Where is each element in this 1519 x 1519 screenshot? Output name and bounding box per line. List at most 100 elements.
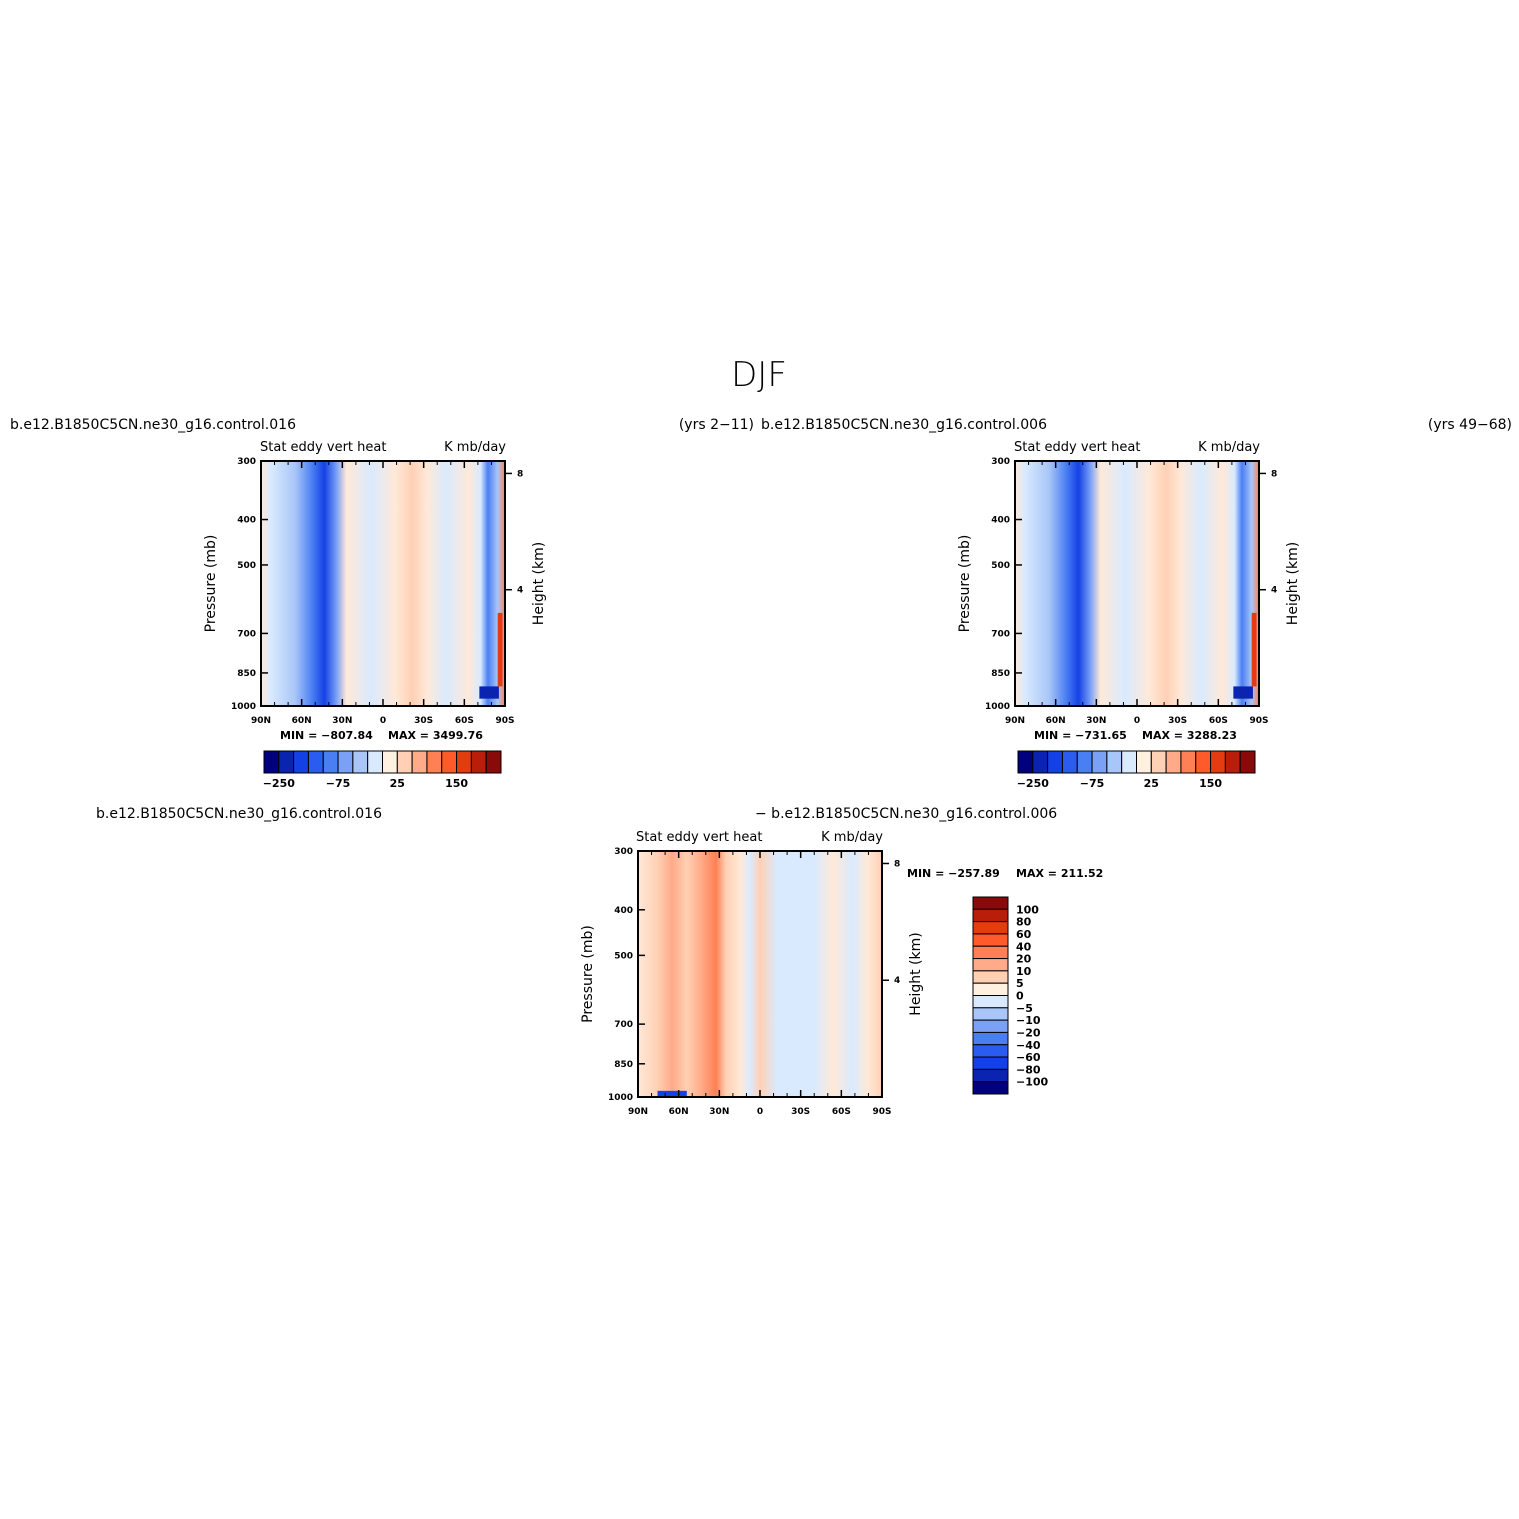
x-tick-label: 60S — [1209, 716, 1228, 726]
variable-label: Stat eddy vert heat — [260, 440, 386, 455]
max-label: MAX = 3288.23 — [1142, 729, 1237, 742]
colorbar-box — [441, 750, 458, 774]
y-tick-label: 300 — [237, 457, 256, 467]
colorbar-label: −250 — [263, 777, 296, 790]
colorbar-box — [1180, 750, 1197, 774]
y-axis-label: Pressure (mb) — [203, 535, 219, 633]
colorbar-label: 150 — [1199, 777, 1222, 790]
colorbar-box — [972, 958, 1009, 972]
plot-area: 90N 60N 30N 0 30S 60S 90S 300 400 500 700 850 1000 8 4… — [203, 457, 547, 726]
y2-tick-label: 8 — [1271, 469, 1277, 479]
contour-blob — [1251, 612, 1257, 687]
colorbar-box — [411, 750, 428, 774]
colorbar-box — [1224, 750, 1241, 774]
colorbar-label: −20 — [1016, 1026, 1041, 1039]
colorbar-label: 25 — [1144, 777, 1159, 790]
min-label: MIN = −257.89 — [907, 867, 1000, 880]
colorbar-label: 100 — [1016, 903, 1039, 916]
colorbar-label: 20 — [1016, 953, 1032, 966]
x-tick-label: 60N — [292, 716, 312, 726]
colorbar-box — [972, 982, 1009, 996]
y-tick-label: 700 — [614, 1020, 633, 1030]
y-tick-label: 700 — [237, 629, 256, 639]
colorbar-label: −60 — [1016, 1051, 1041, 1064]
x-tick-label: 0 — [380, 716, 386, 726]
colorbar-label: −40 — [1016, 1039, 1041, 1052]
x-tick-label: 30N — [709, 1107, 729, 1117]
colorbar-box — [352, 750, 369, 774]
contour-blob — [479, 686, 499, 699]
min-label: MIN = −807.84 — [280, 729, 373, 742]
panel-control-016: b.e12.B1850C5CN.ne30_g16.control.016 (yr… — [10, 417, 754, 790]
colorbar-box — [972, 970, 1009, 984]
plot-area: 90N 60N 30N 0 30S 60S 90S 300 400 500 700 850 1000 8 4… — [580, 847, 924, 1117]
colorbar-box — [426, 750, 443, 774]
contour-field — [1015, 461, 1259, 706]
colorbar-box — [972, 945, 1009, 960]
colorbar-label: 150 — [445, 777, 468, 790]
colorbar-box — [293, 750, 309, 774]
colorbar-box — [485, 750, 502, 774]
figure-title: DJF — [731, 355, 787, 395]
y2-tick-label: 4 — [1271, 586, 1277, 596]
colorbar-label: 0 — [1016, 990, 1024, 1003]
colorbar-box — [1047, 750, 1063, 774]
years-label: (yrs 49−68) — [1428, 417, 1512, 433]
case-label-2: − b.e12.B1850C5CN.ne30_g16.control.006 — [755, 806, 1057, 822]
y-tick-label: 1000 — [231, 702, 256, 712]
colorbar-label: 60 — [1016, 928, 1032, 941]
colorbar-box — [278, 750, 295, 774]
x-tick-label: 30S — [1168, 716, 1187, 726]
y-tick-label: 300 — [614, 847, 633, 857]
colorbar-label: −75 — [1080, 777, 1105, 790]
colorbar-label: −100 — [1016, 1076, 1049, 1089]
colorbar-box — [972, 1044, 1009, 1058]
colorbar-box — [972, 1068, 1009, 1083]
colorbar-box — [263, 750, 280, 774]
max-label: MAX = 3499.76 — [388, 729, 483, 742]
colorbar-box — [972, 896, 1009, 910]
colorbar-box — [1106, 750, 1123, 774]
colorbar-box — [1091, 750, 1108, 774]
colorbar-box — [367, 750, 383, 774]
x-tick-label: 30S — [791, 1107, 810, 1117]
y2-axis-label: Height (km) — [1285, 542, 1301, 625]
colorbar-box — [972, 1081, 1009, 1095]
colorbar-label: 80 — [1016, 916, 1032, 929]
contour-blob — [1233, 686, 1253, 699]
contour-blob — [497, 612, 503, 687]
colorbar-box — [396, 750, 413, 774]
x-tick-label: 0 — [1134, 716, 1140, 726]
colorbar-box — [972, 933, 1009, 947]
colorbar-label: −75 — [326, 777, 351, 790]
y-tick-label: 1000 — [985, 702, 1010, 712]
colorbar-label: −10 — [1016, 1014, 1041, 1027]
x-tick-label: 90S — [495, 716, 514, 726]
colorbar-box — [1210, 750, 1226, 774]
x-tick-label: 0 — [757, 1107, 763, 1117]
colorbar-box — [382, 750, 398, 774]
variable-label: Stat eddy vert heat — [1014, 440, 1140, 455]
colorbar-label: −80 — [1016, 1063, 1041, 1076]
y-tick-label: 400 — [237, 516, 256, 526]
case-label: b.e12.B1850C5CN.ne30_g16.control.016 — [96, 806, 382, 822]
x-tick-label: 30S — [414, 716, 433, 726]
x-tick-label: 60N — [669, 1107, 689, 1117]
colorbar-box — [1121, 750, 1137, 774]
y-tick-label: 400 — [991, 516, 1010, 526]
y-tick-label: 500 — [237, 561, 256, 571]
colorbar-box — [972, 1031, 1009, 1046]
y-tick-label: 1000 — [608, 1093, 633, 1103]
colorbar-box — [470, 750, 487, 774]
x-tick-label: 90N — [251, 716, 271, 726]
max-label: MAX = 211.52 — [1016, 867, 1103, 880]
colorbar-box — [1076, 750, 1093, 774]
x-tick-label: 60S — [455, 716, 474, 726]
y-tick-label: 300 — [991, 457, 1010, 467]
y2-tick-label: 4 — [894, 976, 900, 986]
colorbar-box — [972, 995, 1009, 1009]
colorbar-box — [1165, 750, 1182, 774]
case-label: b.e12.B1850C5CN.ne30_g16.control.006 — [761, 417, 1047, 433]
